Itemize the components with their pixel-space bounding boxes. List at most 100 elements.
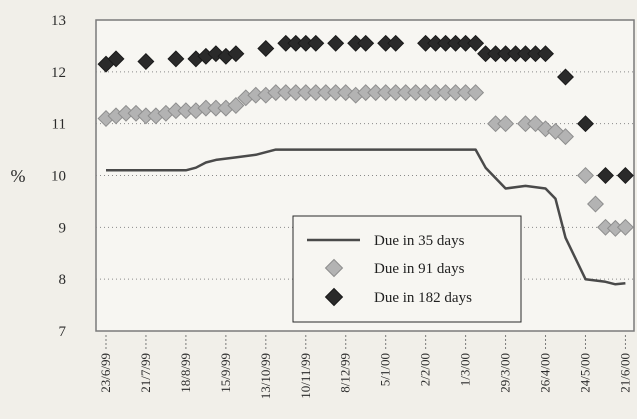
marker-182-days xyxy=(537,45,554,63)
marker-91-days xyxy=(417,84,435,102)
y-axis-label: % xyxy=(11,166,26,186)
y-tick-label: 13 xyxy=(51,13,66,29)
marker-182-days xyxy=(437,34,455,52)
marker-182-days xyxy=(277,34,295,52)
marker-182-days xyxy=(577,115,594,133)
marker-91-days xyxy=(307,84,325,102)
marker-182-days xyxy=(517,45,534,63)
y-tick-label: 7 xyxy=(59,324,67,340)
marker-91-days xyxy=(327,84,345,102)
marker-182-days xyxy=(387,34,405,52)
marker-91-days xyxy=(287,84,305,102)
y-tick-label: 9 xyxy=(59,220,67,236)
legend-marker-91-days xyxy=(324,258,344,278)
marker-91-days xyxy=(517,115,534,133)
marker-182-days xyxy=(137,53,155,70)
legend-label-91-days: Due in 91 days xyxy=(374,261,465,277)
legend-label-182-days: Due in 182 days xyxy=(374,290,472,306)
marker-91-days xyxy=(367,84,385,102)
marker-182-days xyxy=(507,45,525,63)
marker-182-days xyxy=(597,167,614,184)
x-tick-label: 29/3/00 xyxy=(498,353,513,393)
marker-91-days xyxy=(447,84,465,102)
marker-91-days xyxy=(467,84,485,102)
marker-182-days xyxy=(327,34,345,52)
marker-91-days xyxy=(167,102,185,120)
x-tick-label: 5/1/00 xyxy=(378,353,393,386)
marker-91-days xyxy=(616,218,634,236)
marker-182-days xyxy=(557,68,574,86)
marker-91-days xyxy=(597,218,614,236)
series-line-35-days xyxy=(106,148,626,286)
marker-91-days xyxy=(117,104,135,122)
marker-91-days xyxy=(207,99,225,117)
marker-91-days xyxy=(357,84,375,102)
series-layer xyxy=(97,34,634,286)
marker-182-days xyxy=(167,50,185,68)
marker-182-days xyxy=(527,45,544,63)
marker-182-days xyxy=(477,45,495,63)
marker-182-days xyxy=(447,34,465,52)
marker-182-days xyxy=(467,34,485,52)
marker-91-days xyxy=(606,219,624,237)
marker-91-days xyxy=(397,84,415,102)
marker-91-days xyxy=(317,84,335,102)
marker-91-days xyxy=(577,167,594,184)
marker-182-days xyxy=(487,45,505,63)
marker-182-days xyxy=(497,45,515,63)
x-tick-label: 26/4/00 xyxy=(538,353,553,393)
marker-91-days xyxy=(497,115,515,133)
marker-91-days xyxy=(137,107,155,125)
marker-182-days xyxy=(297,34,315,52)
marker-91-days xyxy=(177,102,195,120)
legend: Due in 35 days Due in 91 days Due in 182… xyxy=(292,215,522,323)
marker-91-days xyxy=(437,84,455,102)
marker-91-days xyxy=(457,84,475,102)
marker-182-days xyxy=(347,34,365,52)
x-tick-label: 18/8/99 xyxy=(178,353,193,393)
x-tick-label: 10/11/99 xyxy=(298,353,313,399)
y-axis-ticks: 7 8 9 10 11 12 13 xyxy=(51,13,67,340)
x-axis-ticks: 23/6/99 21/7/99 18/8/99 15/9/99 13/10/99 10/1… xyxy=(98,335,632,399)
marker-91-days xyxy=(407,84,425,102)
marker-91-days xyxy=(247,86,265,104)
marker-182-days xyxy=(107,50,125,68)
x-tick-label: 23/6/99 xyxy=(98,353,113,393)
x-tick-label: 21/7/99 xyxy=(138,353,153,393)
y-tick-label: 8 xyxy=(59,272,67,288)
marker-91-days xyxy=(277,84,295,102)
marker-182-days xyxy=(457,34,475,52)
x-tick-label: 2/2/00 xyxy=(418,353,433,386)
marker-182-days xyxy=(307,34,325,52)
marker-182-days xyxy=(227,45,245,63)
y-tick-label: 11 xyxy=(52,117,66,133)
marker-182-days xyxy=(417,34,435,52)
marker-182-days xyxy=(427,34,445,52)
marker-182-days xyxy=(287,34,305,52)
marker-91-days xyxy=(377,84,395,102)
x-tick-label: 8/12/99 xyxy=(338,353,353,393)
legend-label-35-days: Due in 35 days xyxy=(374,233,465,249)
marker-91-days xyxy=(267,84,285,102)
marker-91-days xyxy=(487,115,505,133)
x-tick-label: 15/9/99 xyxy=(218,353,233,393)
marker-91-days xyxy=(557,128,574,146)
marker-182-days xyxy=(616,167,634,184)
marker-91-days xyxy=(297,84,315,102)
x-tick-label: 24/5/00 xyxy=(577,353,592,393)
x-tick-label: 21/6/00 xyxy=(617,353,632,393)
y-tick-label: 12 xyxy=(51,65,66,81)
marker-91-days xyxy=(587,195,604,213)
x-tick-label: 1/3/00 xyxy=(458,353,473,386)
marker-182-days xyxy=(357,34,375,52)
marker-91-days xyxy=(197,99,215,117)
legend-marker-182-days xyxy=(324,287,344,307)
x-tick-label: 13/10/99 xyxy=(258,353,273,399)
marker-91-days xyxy=(227,97,245,114)
marker-182-days xyxy=(257,40,275,57)
marker-91-days xyxy=(387,84,405,102)
marker-182-days xyxy=(377,34,395,52)
y-tick-label: 10 xyxy=(51,169,66,185)
marker-91-days xyxy=(427,84,445,102)
